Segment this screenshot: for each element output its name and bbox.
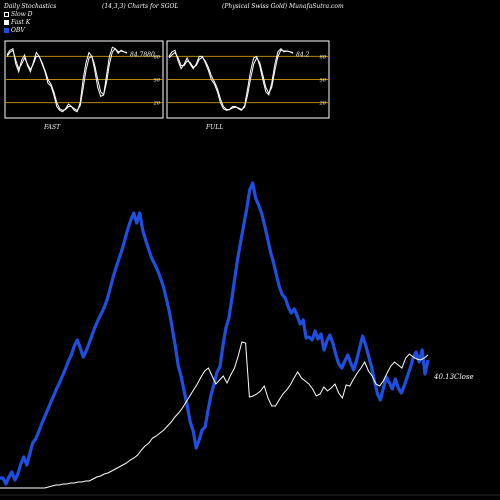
slow-d-swatch: [4, 12, 9, 17]
fast-panel-label: FAST: [43, 124, 61, 131]
full-level-label-50: 50: [320, 78, 327, 84]
fast-level-label-80: 80: [154, 54, 161, 60]
full-stoch-line-1: [168, 49, 294, 111]
legend-slow-d-label: Slow D: [11, 11, 33, 18]
full-level-label-80: 80: [320, 54, 327, 60]
obv-swatch: [4, 28, 9, 33]
legend-obv: OBV: [4, 27, 25, 34]
fast-stoch-line-1: [6, 47, 128, 111]
fast-last-value-label: 84.7880: [130, 51, 155, 58]
fast-level-label-50: 50: [154, 78, 161, 84]
chart-header-center: (14,3,3) Charts for SGOL: [102, 3, 179, 10]
fast-k-swatch: [4, 20, 9, 25]
fast-level-label-20: 20: [153, 101, 161, 107]
legend-fast-k: Fast K: [4, 19, 30, 26]
full-stoch-line-0: [168, 47, 294, 111]
fast-panel: 80 50 20 84.7880 FAST: [4, 40, 164, 131]
close-line: [0, 341, 429, 489]
full-panel-label: FULL: [205, 124, 223, 131]
main-chart: 40.13Close: [0, 181, 500, 496]
legend-slow-d: Slow D: [4, 11, 33, 18]
full-last-value-label: 84.2: [296, 51, 310, 58]
full-panel: 80 50 20 84.2 FULL: [166, 40, 330, 131]
full-level-label-20: 20: [319, 101, 327, 107]
chart-header-right: (Physical Swiss Gold) MunafaSutra.com: [222, 3, 344, 10]
obv-line: [0, 181, 430, 486]
chart-header-left: Daily Stochastics: [4, 3, 57, 10]
close-value-label: 40.13Close: [433, 373, 474, 381]
legend-obv-label: OBV: [11, 27, 25, 34]
legend-fast-k-label: Fast K: [11, 19, 31, 26]
